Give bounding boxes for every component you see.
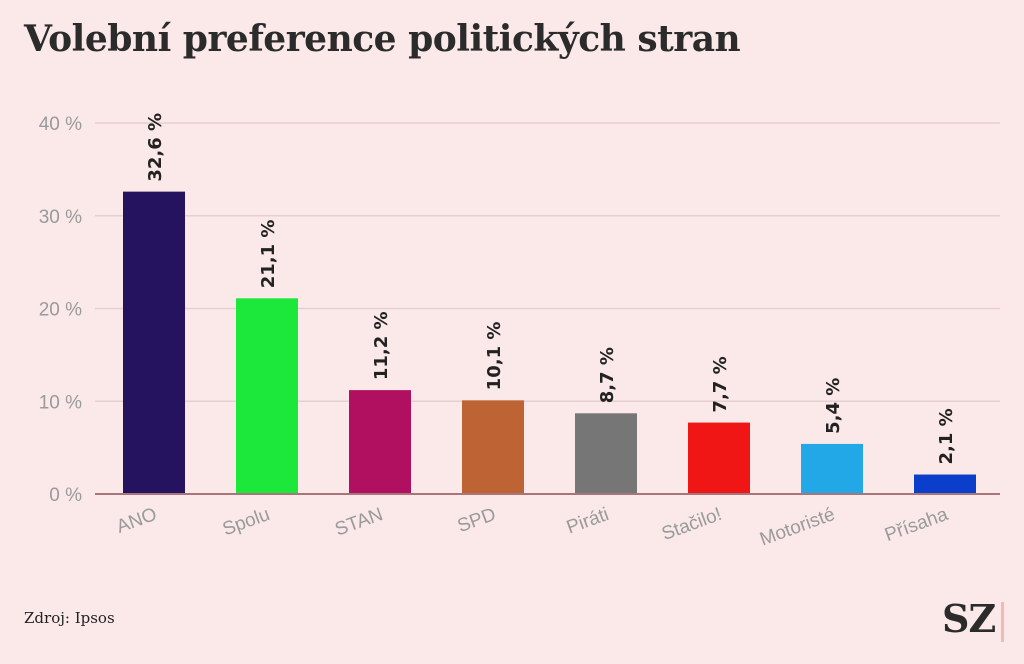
bar <box>575 413 637 494</box>
x-category-label: Motoristé <box>757 504 838 550</box>
bar <box>462 400 524 494</box>
bar-value-label: 32,6 % <box>145 113 166 182</box>
x-category-label: ANO <box>114 504 160 538</box>
bar-value-label: 21,1 % <box>258 220 279 289</box>
x-category-label: Piráti <box>564 504 612 539</box>
bar <box>801 443 863 494</box>
bar-value-label: 8,7 % <box>597 347 618 403</box>
chart-title: Volební preference politických stran <box>24 18 741 60</box>
bar-value-label: 10,1 % <box>484 322 505 391</box>
x-category-label: Spolu <box>220 504 273 540</box>
bar <box>123 191 185 494</box>
y-tick-label: 30 % <box>39 207 82 228</box>
source-note: Zdroj: Ipsos <box>24 609 115 627</box>
y-tick-label: 40 % <box>39 114 82 135</box>
x-category-label: SPD <box>455 504 499 537</box>
x-category-label: STAN <box>332 504 385 541</box>
bar <box>349 390 411 494</box>
y-tick-label: 10 % <box>39 392 82 413</box>
publisher-logo: SZ <box>942 596 996 641</box>
bar <box>914 474 976 494</box>
bar <box>688 422 750 494</box>
logo-accent-bar <box>1001 602 1004 642</box>
bar-value-label: 5,4 % <box>823 378 844 434</box>
bar-value-label: 2,1 % <box>936 408 957 464</box>
bar <box>236 298 298 494</box>
y-tick-label: 0 % <box>49 485 82 506</box>
bar-value-label: 11,2 % <box>371 311 392 380</box>
y-tick-label: 20 % <box>39 300 82 321</box>
x-category-label: Stačilo! <box>659 504 725 545</box>
bar-value-label: 7,7 % <box>710 356 731 412</box>
x-category-label: Přísaha <box>882 504 951 546</box>
